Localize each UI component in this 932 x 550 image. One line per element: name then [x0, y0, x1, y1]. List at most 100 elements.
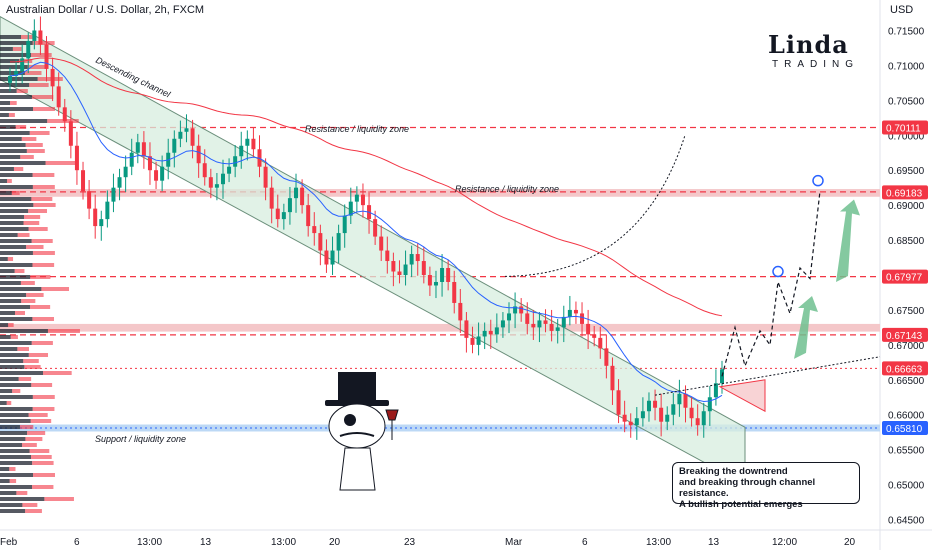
- candle-body: [318, 233, 323, 251]
- volume-profile-bar: [0, 251, 33, 255]
- candle-body: [373, 219, 378, 237]
- price-label-text: 0.69183: [886, 188, 923, 199]
- volume-profile-bar: [0, 227, 29, 231]
- volume-profile-bar: [15, 125, 27, 129]
- volume-profile-bar: [0, 155, 21, 159]
- label-support: Support / liquidity zone: [95, 434, 186, 444]
- price-label-box: [882, 327, 928, 342]
- candle-body: [330, 250, 335, 265]
- resistance-zone-low: [0, 323, 880, 332]
- candle-body: [397, 271, 402, 275]
- volume-profile-bar: [24, 71, 42, 75]
- volume-profile-bar: [0, 509, 26, 513]
- candle-body: [312, 226, 317, 234]
- moving-average-blue: [9, 61, 723, 402]
- face: [328, 403, 386, 449]
- candle-body: [263, 166, 268, 188]
- candle-body: [488, 330, 493, 335]
- time-tick-label: 20: [844, 537, 856, 548]
- candle-body: [269, 187, 274, 209]
- candle-body: [713, 383, 718, 398]
- volume-profile-bar: [0, 185, 33, 189]
- candle-body: [385, 250, 390, 262]
- time-tick-label: 6: [582, 537, 588, 548]
- volume-profile-bar: [0, 257, 8, 261]
- volume-profile-bar: [0, 401, 7, 405]
- bullish-arrow-2: [836, 199, 860, 282]
- mustache: [339, 432, 375, 437]
- volume-profile-bar: [0, 341, 32, 345]
- candle-body: [592, 334, 597, 338]
- volume-profile-bar: [31, 341, 53, 345]
- candle-body: [567, 309, 572, 317]
- volume-profile-bar: [0, 173, 33, 177]
- candle-body: [659, 407, 664, 422]
- volume-profile-bar: [32, 107, 55, 111]
- price-label-text: 0.67143: [886, 331, 923, 342]
- time-tick-label: Feb: [0, 537, 18, 548]
- volume-profile-bar: [0, 125, 16, 129]
- breakout-triangle: [718, 379, 766, 413]
- candle-body: [628, 421, 633, 426]
- volume-profile-bar: [17, 347, 29, 351]
- candle-body: [135, 142, 140, 153]
- volume-profile-bar: [33, 203, 56, 207]
- candle-body: [214, 184, 219, 188]
- volume-profile-bar: [37, 77, 63, 81]
- target-icon: [772, 265, 784, 278]
- volume-profile-bar: [31, 455, 52, 459]
- candle-body: [573, 309, 578, 314]
- candle-body: [707, 397, 712, 412]
- projected-path: [721, 191, 821, 377]
- candle-body: [537, 320, 542, 328]
- candle-body: [20, 58, 25, 71]
- volume-profile-bar: [12, 47, 22, 51]
- candle-body: [354, 194, 359, 202]
- candle-body: [604, 348, 609, 366]
- price-tick-label: 0.69000: [888, 201, 925, 212]
- volume-profile-bar: [0, 137, 22, 141]
- volume-profile-bar: [28, 353, 49, 357]
- volume-profile-bar: [25, 509, 42, 513]
- volume-profile-bar: [20, 281, 35, 285]
- volume-profile-bar: [0, 179, 8, 183]
- candle-body: [500, 320, 505, 328]
- candle-body: [549, 323, 554, 331]
- price-tick-label: 0.66500: [888, 376, 925, 387]
- volume-profile-bar: [0, 377, 19, 381]
- volume-profile-bar: [0, 143, 26, 147]
- candle-body: [622, 414, 627, 422]
- volume-profile-bar: [0, 191, 12, 195]
- volume-profile-bar: [0, 119, 48, 123]
- volume-profile-bar: [0, 443, 23, 447]
- volume-profile-bar: [47, 329, 80, 333]
- volume-profile-bar: [0, 287, 42, 291]
- time-tick-label: 13: [708, 537, 720, 548]
- volume-profile-bar: [31, 239, 53, 243]
- volume-profile-bar: [32, 485, 54, 489]
- volume-profile-bar: [0, 149, 27, 153]
- volume-profile-bar: [0, 395, 33, 399]
- top-hat: [338, 372, 376, 402]
- volume-profile-bar: [0, 335, 11, 339]
- volume-profile-bar: [0, 281, 21, 285]
- volume-profile-bar: [0, 479, 10, 483]
- volume-profile-bar: [20, 155, 34, 159]
- volume-profile-bar: [0, 41, 33, 45]
- volume-profile-bar: [0, 317, 33, 321]
- candle-body: [251, 138, 256, 150]
- volume-profile-bar: [0, 299, 22, 303]
- volume-profile-bar: [0, 215, 25, 219]
- candle-body: [616, 390, 621, 415]
- volume-profile-bar: [0, 353, 29, 357]
- candle-body: [561, 316, 566, 328]
- time-tick-label: 20: [329, 537, 341, 548]
- candle-body: [421, 261, 426, 275]
- analysis-callout: Breaking the downtrend and breaking thro…: [672, 462, 860, 510]
- candle-body: [403, 264, 408, 275]
- candle-body: [227, 166, 232, 174]
- volume-profile-bar: [21, 299, 36, 303]
- volume-profile-bar: [0, 275, 31, 279]
- volume-profile-bar: [26, 149, 45, 153]
